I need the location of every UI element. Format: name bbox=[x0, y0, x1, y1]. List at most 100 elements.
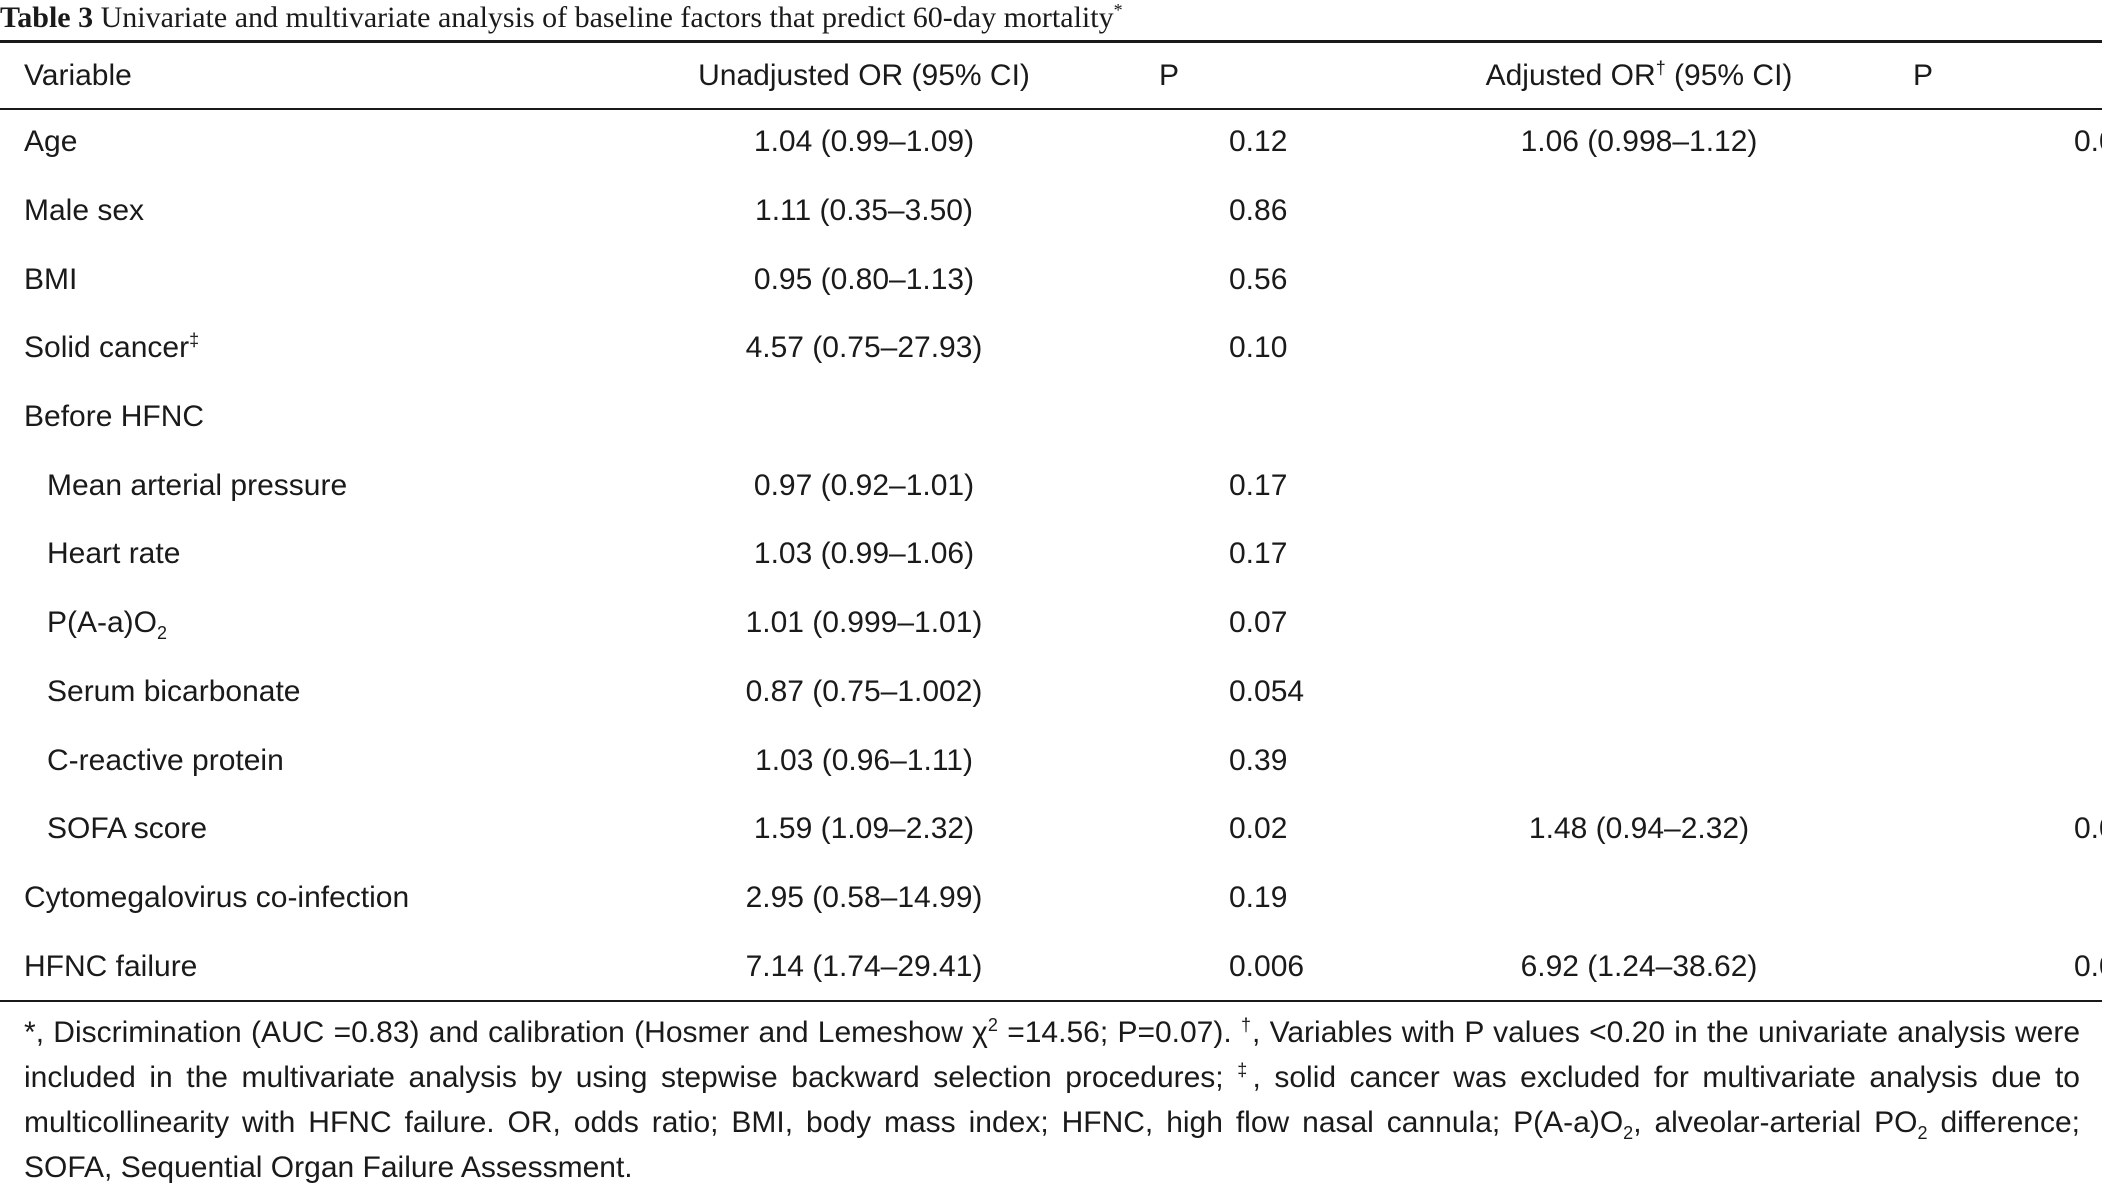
cell-variable-subscript: 2 bbox=[157, 623, 168, 644]
table-footnote: *, Discrimination (AUC =0.83) and calibr… bbox=[24, 1010, 2080, 1190]
cell-p-unadjusted: 0.006 bbox=[1229, 949, 1305, 983]
cell-p-adjusted bbox=[1864, 314, 2102, 383]
table-row: Serum bicarbonate 0.87 (0.75–1.002) 0.05… bbox=[0, 658, 2102, 727]
cell-variable-mark: ‡ bbox=[189, 330, 200, 351]
cell-p-unadjusted: 0.86 bbox=[1229, 194, 1288, 228]
header-adjusted-or-mark: † bbox=[1655, 57, 1666, 78]
cell-p-adjusted bbox=[1864, 177, 2102, 246]
cell-variable: Heart rate bbox=[47, 537, 181, 571]
footnote-stepwise-text: , Variables with P values <0.20 in the u… bbox=[24, 1016, 2081, 1094]
footnote-po2-sub: 2 bbox=[1917, 1123, 1928, 1143]
footnote-sofa-text: difference; SOFA, Sequential Organ Failu… bbox=[24, 1106, 2080, 1184]
cell-variable: Mean arterial pressure bbox=[47, 468, 348, 502]
cell-unadjusted-or: 0.95 (0.80–1.13) bbox=[753, 262, 975, 296]
cell-unadjusted-or: 1.11 (0.35–3.50) bbox=[755, 194, 973, 228]
cell-p-adjusted: 0.06 bbox=[2074, 125, 2102, 159]
cell-p-unadjusted: 0.17 bbox=[1229, 537, 1288, 571]
cell-variable: Serum bicarbonate bbox=[47, 674, 301, 708]
cell-variable: P(A-a)O2 bbox=[0, 589, 644, 658]
cell-unadjusted-or bbox=[644, 383, 1084, 452]
cell-unadjusted-or: 1.03 (0.96–1.11) bbox=[755, 743, 973, 777]
footnote-discrimination-text: , Discrimination (AUC =0.83) and calibra… bbox=[35, 1016, 988, 1049]
cell-variable: BMI bbox=[24, 262, 78, 296]
cell-p-unadjusted: 0.07 bbox=[1229, 606, 1288, 640]
table-title: Univariate and multivariate analysis of … bbox=[100, 1, 1114, 34]
cell-unadjusted-or: 7.14 (1.74–29.41) bbox=[745, 949, 983, 983]
table-row: Solid cancer‡ 4.57 (0.75–27.93) 0.10 bbox=[0, 314, 2102, 383]
cell-unadjusted-or: 2.95 (0.58–14.99) bbox=[745, 880, 983, 914]
cell-variable: HFNC failure bbox=[24, 949, 198, 983]
cell-p-adjusted bbox=[1864, 383, 2102, 452]
table-row: SOFA score 1.59 (1.09–2.32) 0.02 1.48 (0… bbox=[0, 795, 2102, 864]
cell-adjusted-or: 1.48 (0.94–2.32) bbox=[1528, 812, 1750, 846]
cell-adjusted-or bbox=[1414, 589, 1864, 658]
table-title-mark: * bbox=[1113, 0, 1123, 20]
table-row-group-heading: Before HFNC bbox=[0, 383, 2102, 452]
cell-variable: Cytomegalovirus co-infection bbox=[24, 880, 410, 914]
header-rule bbox=[0, 108, 2102, 110]
cell-unadjusted-or: 1.04 (0.99–1.09) bbox=[753, 125, 975, 159]
table-row: Cytomegalovirus co-infection 2.95 (0.58–… bbox=[0, 864, 2102, 933]
table-row: Male sex 1.11 (0.35–3.50) 0.86 bbox=[0, 177, 2102, 246]
cell-unadjusted-or: 4.57 (0.75–27.93) bbox=[745, 331, 983, 365]
header-p-unadjusted: P bbox=[1158, 58, 1179, 92]
top-rule bbox=[0, 40, 2102, 43]
cell-p-adjusted: 0.03 bbox=[2074, 949, 2102, 983]
cell-adjusted-or bbox=[1414, 658, 1864, 727]
cell-adjusted-or bbox=[1414, 177, 1864, 246]
cell-p-unadjusted: 0.10 bbox=[1229, 331, 1288, 365]
header-adjusted-or: Adjusted OR† (95% CI) bbox=[1414, 43, 1864, 108]
table-row: HFNC failure 7.14 (1.74–29.41) 0.006 6.9… bbox=[0, 932, 2102, 1001]
cell-adjusted-or bbox=[1414, 520, 1864, 589]
footnote-paao2-text: P(A-a)O bbox=[1513, 1106, 1624, 1139]
cell-variable: Solid cancer‡ bbox=[0, 314, 644, 383]
footnote-mark-dagger: † bbox=[1240, 1015, 1252, 1035]
footnote-chi-square-sup: 2 bbox=[987, 1015, 998, 1035]
header-adjusted-or-prefix: Adjusted OR bbox=[1485, 58, 1656, 92]
cell-p-unadjusted bbox=[1084, 383, 1414, 452]
cell-adjusted-or bbox=[1414, 383, 1864, 452]
cell-p-unadjusted: 0.12 bbox=[1229, 125, 1288, 159]
bottom-rule bbox=[0, 1000, 2102, 1002]
cell-variable-text: P(A-a)O bbox=[47, 606, 158, 640]
cell-adjusted-or: 6.92 (1.24–38.62) bbox=[1520, 949, 1758, 983]
cell-adjusted-or bbox=[1414, 726, 1864, 795]
footnote-calibration-text: =14.56; P=0.07). bbox=[997, 1016, 1241, 1049]
table-label: Table 3 bbox=[0, 1, 94, 34]
header-unadjusted-or: Unadjusted OR (95% CI) bbox=[698, 58, 1030, 92]
cell-p-unadjusted: 0.17 bbox=[1229, 468, 1288, 502]
cell-unadjusted-or: 0.87 (0.75–1.002) bbox=[745, 674, 983, 708]
cell-p-adjusted: 0.09 bbox=[2074, 812, 2102, 846]
table-row: BMI 0.95 (0.80–1.13) 0.56 bbox=[0, 245, 2102, 314]
header-variable: Variable bbox=[24, 58, 132, 92]
table-row: Mean arterial pressure 0.97 (0.92–1.01) … bbox=[0, 451, 2102, 520]
cell-p-adjusted bbox=[1864, 864, 2102, 933]
cell-adjusted-or: 1.06 (0.998–1.12) bbox=[1520, 125, 1758, 159]
cell-p-adjusted bbox=[1864, 589, 2102, 658]
data-table: Variable Unadjusted OR (95% CI) P Adjust… bbox=[0, 43, 2102, 1001]
header-adjusted-or-suffix: (95% CI) bbox=[1665, 58, 1793, 92]
footnote-mark-double-dagger: ‡ bbox=[1237, 1060, 1253, 1080]
cell-variable: Age bbox=[24, 125, 78, 159]
cell-variable: Male sex bbox=[24, 194, 145, 228]
cell-unadjusted-or: 1.59 (1.09–2.32) bbox=[753, 812, 975, 846]
cell-p-adjusted bbox=[1864, 245, 2102, 314]
cell-p-unadjusted: 0.39 bbox=[1229, 743, 1288, 777]
footnote-paao2-sub: 2 bbox=[1623, 1123, 1634, 1143]
header-row: Variable Unadjusted OR (95% CI) P Adjust… bbox=[0, 43, 2102, 108]
cell-p-unadjusted: 0.02 bbox=[1229, 812, 1288, 846]
cell-p-unadjusted: 0.56 bbox=[1229, 262, 1288, 296]
table-caption: Table 3 Univariate and multivariate anal… bbox=[0, 0, 2102, 40]
table-row: C-reactive protein 1.03 (0.96–1.11) 0.39 bbox=[0, 726, 2102, 795]
cell-variable: Before HFNC bbox=[24, 400, 205, 434]
cell-variable: SOFA score bbox=[47, 812, 208, 846]
cell-p-adjusted bbox=[1864, 520, 2102, 589]
cell-unadjusted-or: 1.01 (0.999–1.01) bbox=[745, 606, 983, 640]
cell-p-adjusted bbox=[1864, 726, 2102, 795]
cell-unadjusted-or: 1.03 (0.99–1.06) bbox=[753, 537, 975, 571]
footnote-alveolar-text: , alveolar-arterial PO bbox=[1633, 1106, 1918, 1139]
table-row: Heart rate 1.03 (0.99–1.06) 0.17 bbox=[0, 520, 2102, 589]
cell-p-unadjusted: 0.19 bbox=[1229, 880, 1288, 914]
cell-adjusted-or bbox=[1414, 314, 1864, 383]
header-p-adjusted: P bbox=[1912, 58, 1933, 92]
